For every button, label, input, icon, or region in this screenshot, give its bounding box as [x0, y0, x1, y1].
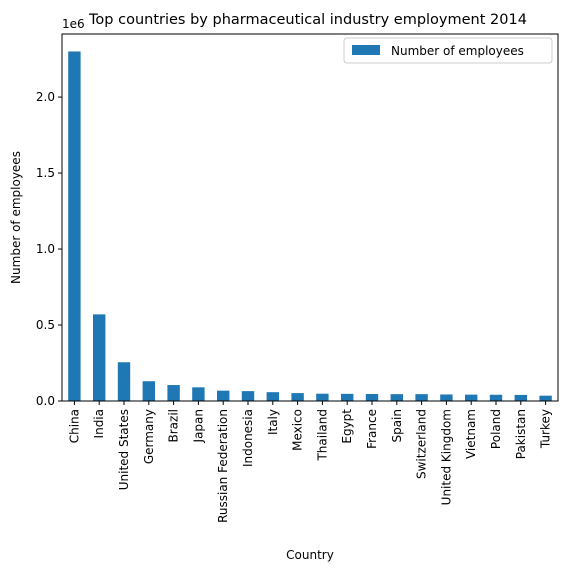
bar-mexico [291, 393, 304, 401]
x-tick-label: India [92, 409, 106, 438]
bar-france [365, 394, 379, 401]
bar-group [68, 51, 552, 401]
x-tick-label: Pakistan [514, 409, 528, 459]
legend-label: Number of employees [391, 44, 524, 58]
x-axis-ticks: China India United States Germany Brazil Japa… [67, 401, 553, 523]
bar-russian-federation [217, 390, 230, 401]
chart-title: Top countries by pharmaceutical industry… [88, 12, 527, 28]
legend-swatch [352, 45, 380, 55]
x-tick-label: Japan [191, 409, 205, 443]
bar-india [93, 314, 106, 401]
bar-turkey [539, 395, 552, 401]
bar-egypt [341, 393, 354, 401]
bar-spain [390, 394, 403, 401]
bar-pakistan [514, 394, 527, 401]
x-tick-label: Switzerland [415, 409, 429, 479]
y-tick-label: 0.5 [36, 318, 55, 332]
x-tick-label: United Kingdom [439, 409, 453, 505]
bar-switzerland [415, 394, 428, 401]
bar-united-states [117, 362, 131, 401]
bar-poland [489, 394, 503, 401]
bar-brazil [167, 385, 180, 401]
x-tick-label: Brazil [167, 409, 181, 443]
plot-frame [61, 33, 559, 402]
x-tick-label: Poland [489, 409, 503, 449]
y-tick-label: 1.0 [36, 242, 55, 256]
bar-japan [192, 387, 205, 401]
x-tick-label: Mexico [291, 409, 305, 451]
bar-vietnam [465, 394, 478, 401]
y-axis-label: Number of employees [9, 151, 23, 284]
bar-germany [142, 381, 155, 401]
y-axis-scale-label: 1e6 [62, 17, 85, 31]
x-tick-label: Thailand [315, 409, 329, 462]
x-tick-label: Turkey [539, 409, 553, 449]
x-tick-label: Indonesia [241, 409, 255, 467]
x-axis-label: Country [286, 548, 334, 562]
x-tick-label: France [365, 409, 379, 449]
bar-united-kingdom [440, 394, 453, 401]
legend-box [343, 37, 553, 64]
bar-china [68, 51, 81, 401]
x-tick-label: Vietnam [464, 409, 478, 459]
x-tick-label: Spain [390, 409, 404, 443]
x-tick-label: Egypt [340, 409, 354, 444]
y-tick-label: 1.5 [36, 166, 55, 180]
x-tick-label: Russian Federation [216, 409, 230, 523]
legend: Number of employees [343, 37, 553, 64]
bar-italy [266, 392, 279, 401]
x-tick-label: Germany [142, 409, 156, 464]
x-tick-label: Italy [266, 409, 280, 435]
y-tick-label: 2.0 [36, 90, 55, 104]
x-tick-label: United States [117, 409, 131, 490]
y-tick-label: 0.0 [36, 394, 55, 408]
x-tick-label: China [67, 409, 81, 443]
bar-indonesia [241, 391, 255, 401]
y-axis-ticks: 0.0 0.5 1.0 1.5 2.0 [36, 90, 62, 408]
bar-thailand [316, 393, 329, 401]
